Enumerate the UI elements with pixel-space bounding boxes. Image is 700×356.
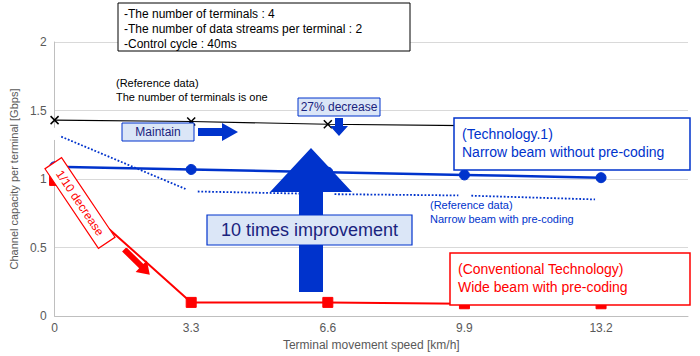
svg-text:(Technology.1): (Technology.1) xyxy=(462,126,553,142)
svg-text:Narrow beam with pre-coding: Narrow beam with pre-coding xyxy=(430,213,574,225)
svg-text:0.5: 0.5 xyxy=(30,241,47,255)
svg-text:-The number of data streams pe: -The number of data streams per terminal… xyxy=(124,22,362,36)
svg-text:(Reference data): (Reference data) xyxy=(116,77,199,89)
svg-text:3.3: 3.3 xyxy=(183,321,200,335)
svg-text:Narrow beam without pre-coding: Narrow beam without pre-coding xyxy=(462,144,664,160)
svg-text:(Reference data): (Reference data) xyxy=(430,199,513,211)
svg-text:1: 1 xyxy=(40,172,47,186)
svg-text:0: 0 xyxy=(51,321,58,335)
svg-text:Terminal movement speed [km/h]: Terminal movement speed [km/h] xyxy=(283,338,460,352)
svg-text:-Control cycle : 40ms: -Control cycle : 40ms xyxy=(124,37,237,51)
svg-text:13.2: 13.2 xyxy=(589,321,613,335)
svg-text:The number of terminals is one: The number of terminals is one xyxy=(116,91,268,103)
svg-text:(Conventional Technology): (Conventional Technology) xyxy=(458,261,624,277)
svg-text:Channel capacity per terminal: Channel capacity per terminal [Gbps] xyxy=(8,89,20,270)
svg-text:-The number of terminals : 4: -The number of terminals : 4 xyxy=(124,7,275,21)
svg-text:1/10 decrease: 1/10 decrease xyxy=(53,168,107,239)
svg-text:27% decrease: 27% decrease xyxy=(301,100,378,114)
svg-text:Maintain: Maintain xyxy=(135,125,180,139)
svg-text:0: 0 xyxy=(40,309,47,323)
svg-text:9.9: 9.9 xyxy=(456,321,473,335)
svg-text:6.6: 6.6 xyxy=(319,321,336,335)
svg-text:10 times improvement: 10 times improvement xyxy=(221,220,398,240)
svg-text:1.5: 1.5 xyxy=(30,104,47,118)
svg-text:Wide beam with pre-coding: Wide beam with pre-coding xyxy=(458,279,628,295)
svg-text:2: 2 xyxy=(40,35,47,49)
